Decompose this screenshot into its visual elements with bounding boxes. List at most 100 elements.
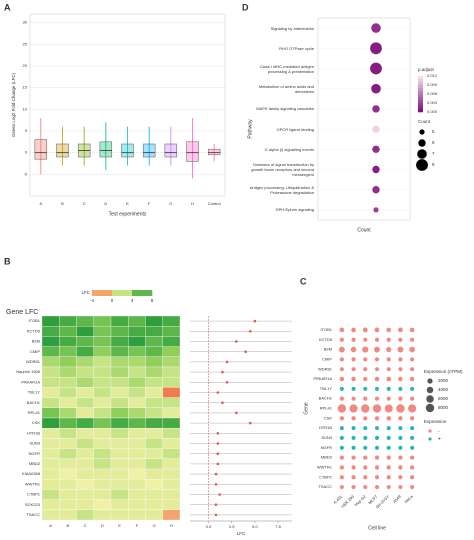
dot — [351, 445, 356, 450]
heat-cell — [145, 417, 163, 429]
dot — [410, 465, 415, 470]
row-label: BACH1 — [27, 400, 41, 405]
dot — [410, 337, 415, 342]
heat-cell — [110, 458, 129, 470]
colorbar-step — [418, 97, 423, 101]
plot-area — [29, 13, 226, 197]
dot — [339, 445, 344, 450]
column-label: E — [118, 523, 121, 528]
heat-cell — [93, 448, 112, 459]
heat-cell — [162, 417, 181, 429]
heat-cell — [76, 366, 94, 378]
dot — [374, 435, 380, 441]
dot — [374, 346, 380, 353]
y-tick-label: 10 — [23, 106, 28, 111]
dot — [398, 455, 403, 460]
dot — [221, 401, 224, 405]
x-tick-label: A — [39, 201, 42, 206]
dot — [363, 396, 368, 401]
heat-cell — [128, 509, 146, 521]
dot — [398, 386, 403, 391]
y-axis-label: Genes Log2 Fold Change (LFC) — [11, 72, 16, 137]
heat-cell — [93, 407, 112, 419]
heat-cell — [59, 377, 77, 388]
heat-cell — [110, 397, 129, 408]
heat-cell — [59, 397, 77, 408]
heat-cell — [110, 356, 129, 368]
heat-cell — [110, 407, 129, 419]
heat-cell — [110, 387, 129, 398]
heat-cell — [128, 448, 146, 459]
heat-cell — [128, 499, 146, 510]
heat-cell — [93, 509, 112, 521]
heat-cell — [76, 489, 94, 500]
dot — [410, 445, 415, 450]
heat-cell — [93, 417, 112, 429]
dot — [363, 435, 368, 441]
panel-label: C — [300, 276, 307, 286]
dot — [410, 475, 415, 480]
heat-cell — [110, 377, 129, 388]
x-tick-label: 5.0 — [252, 524, 258, 529]
dot — [362, 327, 368, 333]
x-axis-label: LFC — [237, 531, 246, 536]
dot — [409, 346, 415, 353]
dot — [374, 337, 380, 342]
row-label: HTR1B — [27, 430, 40, 435]
box — [99, 141, 113, 158]
heat-cell — [128, 417, 146, 429]
heat-cell — [41, 315, 60, 327]
heat-cell — [145, 438, 163, 449]
dot — [398, 435, 403, 441]
row-label: SUN3 — [29, 441, 40, 446]
legend-label: 6000 — [438, 396, 449, 401]
heat-cell — [76, 428, 94, 439]
dot — [370, 42, 382, 55]
heat-cell — [128, 468, 146, 480]
heat-cell — [128, 458, 146, 470]
dot — [408, 404, 417, 413]
column-label: HeLa — [403, 493, 414, 504]
dot — [216, 462, 220, 466]
heat-cell — [110, 509, 129, 521]
y-tick-label: GPCR ligand binding — [276, 126, 314, 132]
dot — [218, 493, 221, 496]
dot — [349, 404, 358, 413]
dot — [339, 376, 345, 382]
legend-label: 6 — [432, 140, 435, 145]
heat-cell — [162, 499, 181, 510]
heat-cell — [162, 346, 181, 357]
row-label: KCTD5 — [27, 328, 41, 333]
box — [142, 143, 156, 158]
legend-tick-label: 8 — [151, 298, 154, 303]
dot — [248, 421, 252, 425]
heat-cell — [59, 499, 77, 510]
row-label: KCTD5 — [319, 337, 333, 342]
y-tick-label: 30 — [23, 20, 28, 25]
heat-cell — [76, 499, 94, 510]
dot — [372, 404, 382, 413]
heat-cell — [76, 438, 94, 449]
dot — [410, 455, 415, 460]
dot — [361, 404, 370, 413]
dot — [398, 465, 403, 470]
x-tick-label: G — [169, 201, 172, 206]
heat-cell — [59, 448, 77, 459]
heat-cell — [41, 428, 60, 439]
dot — [398, 337, 403, 342]
heat-cell — [110, 428, 129, 439]
heat-cell — [76, 356, 94, 368]
heat-cell — [145, 499, 163, 510]
row-label: PRKAR1A — [313, 376, 332, 381]
dot — [351, 376, 356, 382]
column-label: A549 — [392, 493, 403, 504]
dot — [214, 503, 218, 507]
colorbar-step — [418, 94, 423, 98]
dot — [398, 376, 403, 382]
y-axis-label: Pathway — [247, 119, 253, 139]
y-tick-label: 15 — [23, 85, 28, 90]
dot — [339, 455, 344, 460]
dot — [386, 396, 391, 401]
x-tick-label: 2.5 — [229, 524, 235, 529]
